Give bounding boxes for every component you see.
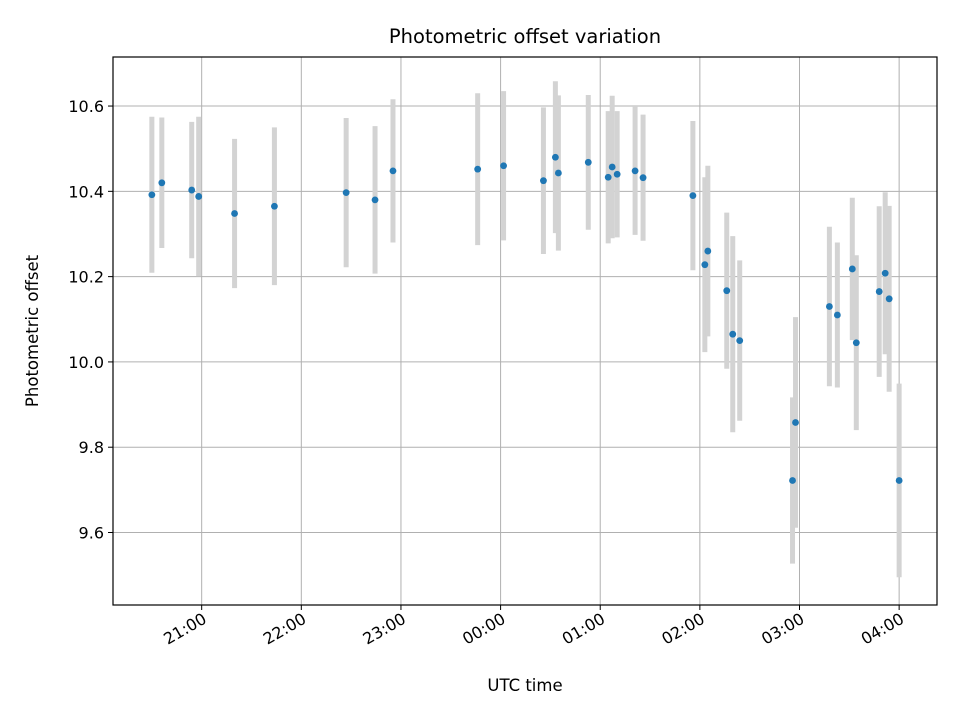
data-point — [852, 339, 860, 347]
y-tick-label: 10.2 — [68, 268, 104, 287]
data-point — [875, 288, 883, 295]
data-point — [608, 163, 616, 171]
data-point — [792, 419, 799, 426]
data-point — [271, 202, 278, 210]
y-tick-label: 9.8 — [79, 438, 104, 457]
data-point — [704, 247, 712, 255]
data-point — [613, 170, 621, 178]
data-point — [631, 167, 639, 175]
y-tick-label: 9.6 — [79, 524, 104, 543]
data-point — [500, 162, 507, 170]
chart-title: Photometric offset variation — [389, 25, 661, 48]
data-point — [342, 189, 350, 197]
data-point — [158, 179, 166, 187]
data-points — [148, 153, 903, 484]
data-point — [723, 287, 731, 295]
x-axis-title: UTC time — [487, 676, 562, 695]
y-axis-title: Photometric offset — [23, 254, 42, 407]
data-point — [689, 192, 697, 199]
data-point — [736, 337, 744, 344]
data-point — [551, 153, 559, 161]
data-point — [474, 165, 482, 173]
y-tick-label: 10.4 — [68, 182, 104, 201]
data-point — [895, 477, 903, 484]
data-point — [833, 311, 841, 319]
plot-frame — [112, 56, 938, 606]
data-point — [188, 186, 196, 194]
grid — [113, 57, 937, 605]
data-point — [639, 174, 647, 182]
data-point — [584, 158, 592, 166]
data-point — [371, 196, 379, 204]
data-point — [540, 177, 547, 185]
data-point — [789, 477, 796, 484]
y-tick-label: 10.0 — [68, 353, 104, 372]
data-point — [195, 193, 203, 200]
data-point — [604, 173, 612, 181]
y-axis: 9.6 9.8 10.0 10.2 10.4 10.6 — [68, 97, 113, 543]
data-point — [885, 295, 893, 303]
data-point — [729, 330, 737, 338]
data-point — [554, 169, 562, 177]
data-point — [848, 265, 856, 273]
data-point — [148, 191, 156, 199]
data-point — [701, 261, 709, 269]
data-point — [825, 303, 833, 310]
data-point — [389, 167, 397, 175]
data-point — [881, 269, 889, 277]
data-point — [231, 210, 238, 217]
y-tick-label: 10.6 — [68, 97, 104, 116]
